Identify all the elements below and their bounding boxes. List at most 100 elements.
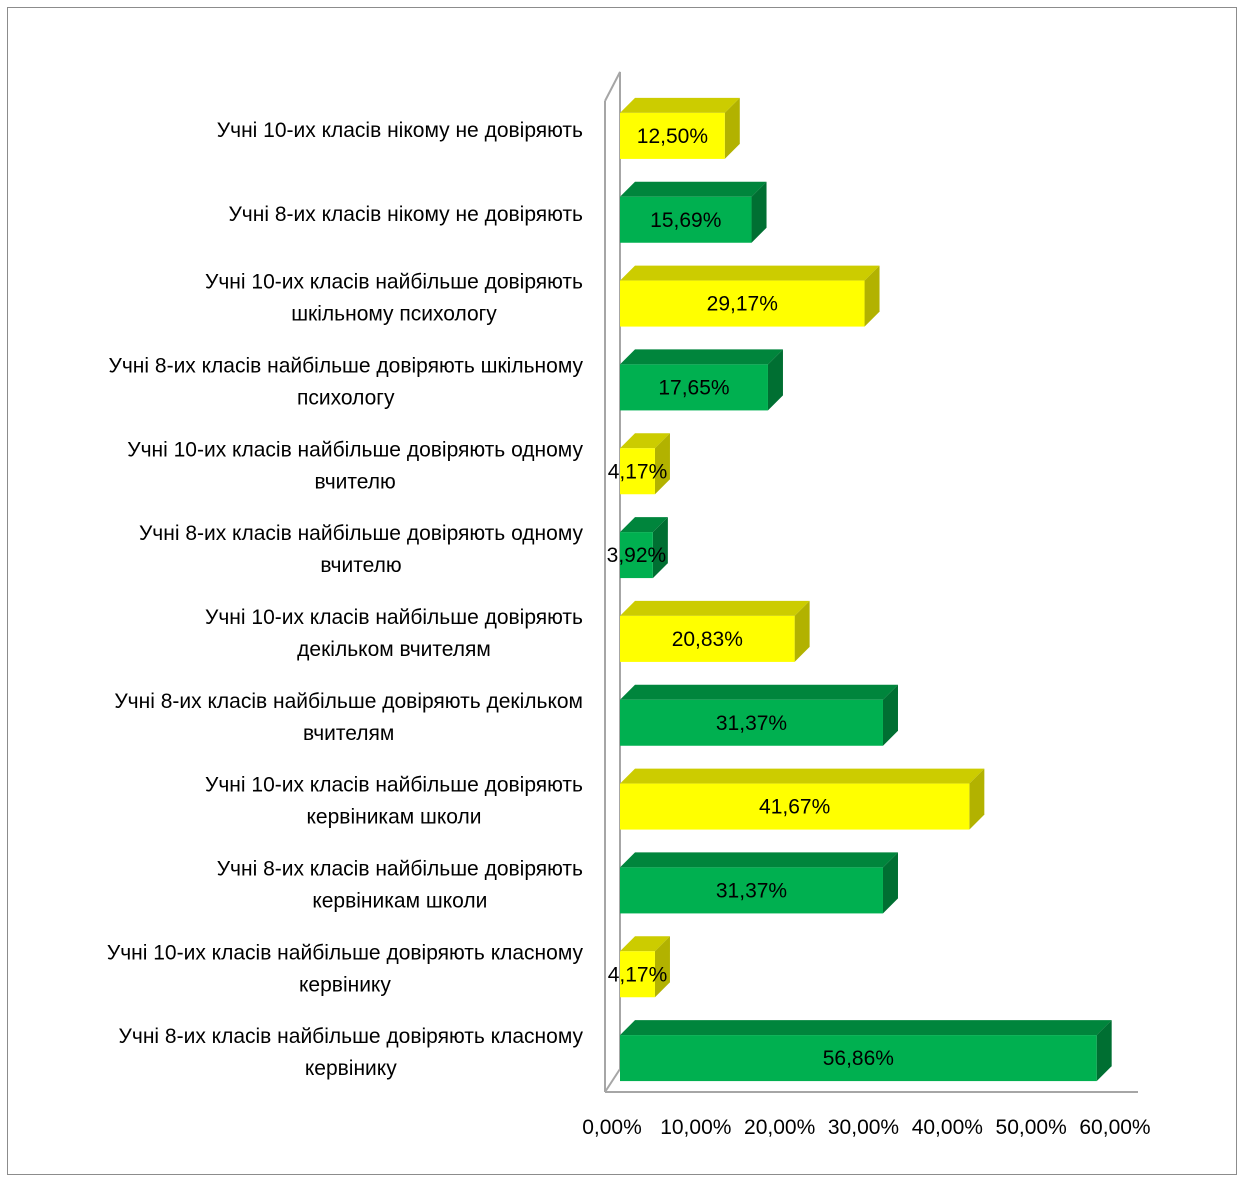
x-axis-ticks: 0,00% 10,00% 20,00% 30,00% 40,00% 50,00% 60,00… <box>582 1116 1150 1139</box>
bar-front-face <box>620 196 752 243</box>
bar-side-face <box>864 265 880 327</box>
bar-12: 56,86% <box>620 1020 1112 1082</box>
category-label-line: кервіникам школи <box>312 889 487 912</box>
category-label-line: Учні 8-их класів найбільше довіряють одн… <box>139 522 584 545</box>
bar-side-face <box>969 768 985 830</box>
category-label-line: Учні 10-их класів найбільше довіряють <box>205 606 583 629</box>
bar-top-face <box>620 265 880 281</box>
data-label: 4,17% <box>608 963 668 986</box>
category-label: Учні 10-их класів найбільше довіряють дек… <box>205 606 583 661</box>
bar-4: 17,65% <box>620 349 783 411</box>
category-label-line: вчителю <box>320 554 401 577</box>
bar-front-face <box>620 364 768 411</box>
data-label: 17,65% <box>658 376 729 399</box>
bar-1: 12,50% <box>620 97 740 159</box>
data-label: 4,17% <box>608 460 668 483</box>
bar-9: 41,67% <box>620 768 985 830</box>
bar-front-face <box>620 448 655 495</box>
bar-top-face <box>620 600 810 616</box>
data-label: 31,37% <box>716 712 787 735</box>
bar-top-face <box>620 97 740 113</box>
bar-front-face <box>620 615 795 662</box>
bar-top-face <box>620 181 767 197</box>
category-label: Учні 8-их класів найбільше довіряють керв… <box>217 857 583 912</box>
bar-side-face <box>751 181 767 243</box>
bar-side-face <box>724 97 740 159</box>
data-label: 20,83% <box>672 628 743 651</box>
category-label: Учні 10-их класів найбільше довіряють кл… <box>107 941 584 996</box>
bar-front-face <box>620 1035 1097 1082</box>
category-label-line: Учні 10-их класів нікому не довіряють <box>217 119 583 142</box>
category-label-line: декільком вчителям <box>297 638 491 661</box>
category-label-line: вчителям <box>303 722 394 745</box>
data-label: 56,86% <box>823 1047 894 1070</box>
bar-5: 4,17% <box>608 433 670 495</box>
data-label: 41,67% <box>759 796 830 819</box>
bar-front-face <box>620 951 655 998</box>
category-label-line: Учні 8-их класів найбільше довіряють кла… <box>119 1025 584 1048</box>
category-label-line: Учні 8-их класів найбільше довіряють шкі… <box>109 354 584 377</box>
x-tick-label: 40,00% <box>912 1116 983 1139</box>
category-label-line: психологу <box>297 386 395 409</box>
x-tick-label: 0,00% <box>582 1116 642 1139</box>
category-label: Учні 8-их класів нікому не довіряють <box>228 203 583 226</box>
bar-top-face <box>620 1020 1112 1036</box>
category-label-line: Учні 8-их класів нікому не довіряють <box>228 203 583 226</box>
category-label-line: Учні 10-их класів найбільше довіряють <box>205 271 583 294</box>
data-label: 12,50% <box>637 125 708 148</box>
bar-top-face <box>620 433 670 449</box>
category-label-line: Учні 10-их класів найбільше довіряють кл… <box>107 941 584 964</box>
category-label-line: Учні 8-их класів найбільше довіряють <box>217 857 583 880</box>
bar-3: 29,17% <box>620 265 880 327</box>
bar-front-face <box>620 532 653 579</box>
bar-front-face <box>620 280 865 327</box>
x-tick-label: 60,00% <box>1079 1116 1150 1139</box>
category-label-line: Учні 8-их класів найбільше довіряють дек… <box>114 690 583 713</box>
category-label-line: шкільному психологу <box>291 303 497 326</box>
bar-side-face <box>652 517 668 579</box>
category-label-line: кервінику <box>299 973 391 996</box>
bar-side-face <box>1096 1020 1112 1082</box>
x-tick-label: 30,00% <box>828 1116 899 1139</box>
bar-7: 20,83% <box>620 600 810 662</box>
category-labels: Учні 10-их класів нікому не довіряють Учн… <box>107 119 584 1080</box>
x-tick-label: 50,00% <box>996 1116 1067 1139</box>
bar-top-face <box>620 936 670 952</box>
category-label: Учні 8-их класів найбільше довіряють шкі… <box>109 354 584 409</box>
bar-side-face <box>654 936 670 998</box>
category-label-line: кервінику <box>305 1057 397 1080</box>
axis-back-wall <box>604 71 621 1069</box>
category-label-line: кервіникам школи <box>307 806 482 829</box>
category-label: Учні 8-их класів найбільше довіряють одн… <box>139 522 584 577</box>
category-label-line: Учні 10-их класів найбільше довіряють <box>205 774 583 797</box>
data-label: 3,92% <box>607 544 667 567</box>
bar-6: 3,92% <box>607 517 668 579</box>
category-label: Учні 10-их класів найбільше довіряють кер… <box>205 774 583 829</box>
bar-side-face <box>882 852 898 914</box>
data-label: 29,17% <box>707 293 778 316</box>
category-label: Учні 8-их класів найбільше довіряють дек… <box>114 690 583 745</box>
bar-side-face <box>794 600 810 662</box>
data-label: 31,37% <box>716 879 787 902</box>
bar-top-face <box>620 852 898 868</box>
category-label: Учні 10-их класів найбільше довіряють шкі… <box>205 271 583 326</box>
x-tick-label: 20,00% <box>744 1116 815 1139</box>
category-label-line: Учні 10-их класів найбільше довіряють од… <box>127 438 583 461</box>
category-label: Учні 8-их класів найбільше довіряють кла… <box>119 1025 584 1080</box>
x-tick-label: 10,00% <box>660 1116 731 1139</box>
bar-10: 31,37% <box>620 852 898 914</box>
bar-8: 31,37% <box>620 684 898 746</box>
category-label-line: вчителю <box>314 470 395 493</box>
bar-front-face <box>620 112 725 159</box>
bar-2: 15,69% <box>620 181 767 243</box>
bars-layer: 12,50% 15,69% 29,17% 17,65% 4,17% 3,92% 20,83%… <box>607 97 1112 1082</box>
bar-front-face <box>620 867 883 914</box>
bar-top-face <box>620 768 985 784</box>
bar-top-face <box>620 349 783 365</box>
bar-11: 4,17% <box>608 936 670 998</box>
bar-front-face <box>620 783 970 830</box>
bar-top-face <box>620 684 898 700</box>
bar-side-face <box>882 684 898 746</box>
bar-front-face <box>620 699 883 746</box>
